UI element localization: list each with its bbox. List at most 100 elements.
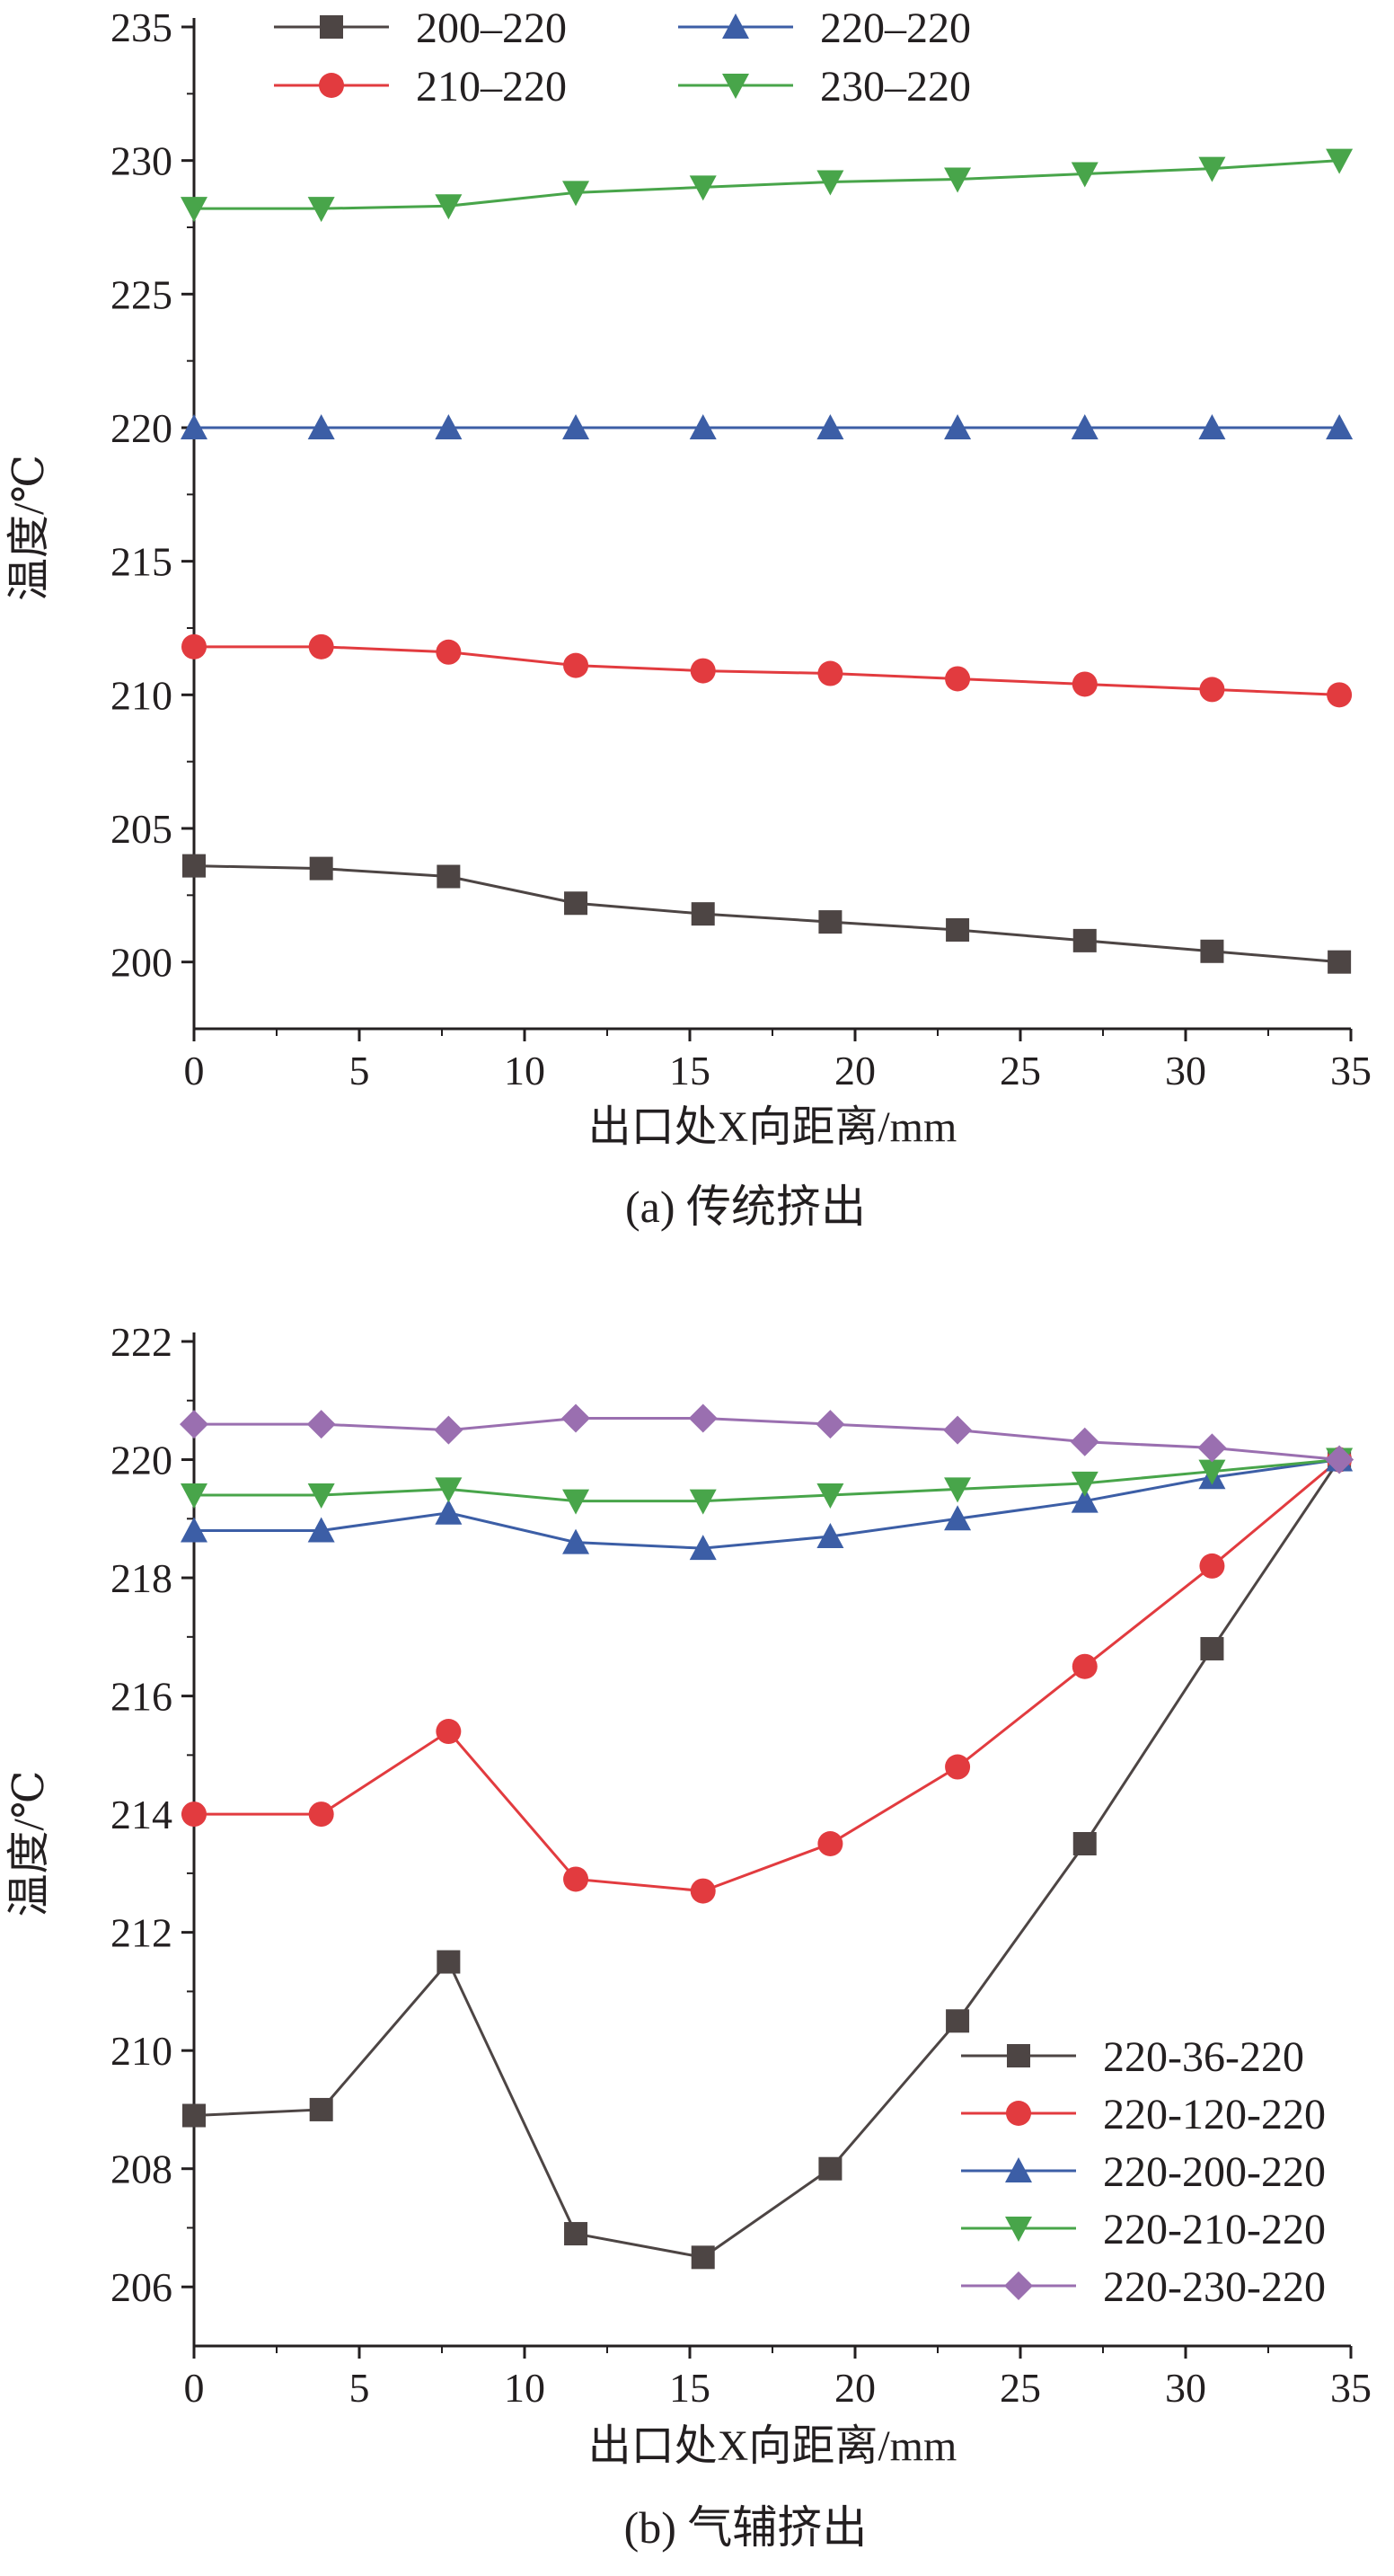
- data-point: [435, 1499, 463, 1525]
- legend-label: 220-120-220: [1103, 2091, 1326, 2138]
- data-point: [435, 414, 463, 439]
- legend-label: 220-200-220: [1103, 2148, 1326, 2196]
- data-point: [945, 666, 971, 692]
- legend-item: 220-210-220: [961, 2206, 1326, 2253]
- data-point: [689, 1489, 717, 1515]
- data-point: [307, 197, 335, 223]
- legend-item: 210–220: [274, 63, 567, 111]
- series-0: [182, 1447, 1352, 2270]
- series-line: [194, 1416, 1340, 1462]
- chart-1: 0 5 10 15 20 25 30 35 206 208 210 212 214 216 218 220 22…: [5, 1319, 1372, 2553]
- data-point: [181, 1801, 207, 1828]
- series-4: [180, 1403, 1354, 1474]
- data-point: [308, 633, 334, 659]
- data-point: [1072, 671, 1098, 697]
- data-point: [946, 917, 970, 942]
- legend-marker: [319, 73, 344, 98]
- x-tick-label: 0: [184, 2365, 205, 2411]
- x-tick-label: 5: [349, 1048, 370, 1093]
- legend-label: 220-230-220: [1103, 2263, 1326, 2311]
- series-line: [194, 1458, 1341, 1893]
- legend: 220-36-220 220-120-220 220-200-220 220-210-…: [961, 2033, 1326, 2311]
- y-tick-label: 220: [110, 1438, 172, 1483]
- data-point: [1325, 1445, 1354, 1474]
- data-point: [182, 854, 206, 878]
- data-point: [817, 1831, 843, 1856]
- legend-item: 200–220: [274, 4, 567, 52]
- legend-item: 220-200-220: [961, 2148, 1326, 2196]
- y-tick-label: 210: [110, 2028, 172, 2074]
- series-line: [194, 645, 1340, 696]
- data-point: [561, 1403, 591, 1433]
- y-tick-label: 200: [110, 940, 172, 986]
- data-point: [181, 197, 207, 223]
- y-tick-label: 206: [110, 2264, 172, 2310]
- data-point: [1071, 1487, 1098, 1513]
- y-tick-label: 230: [110, 138, 172, 184]
- data-point: [1200, 939, 1224, 963]
- data-point: [1326, 148, 1354, 174]
- data-point: [944, 414, 972, 439]
- x-tick-label: 20: [834, 2365, 876, 2411]
- data-point: [1198, 156, 1226, 182]
- data-point: [563, 1866, 589, 1892]
- x-tick-label: 35: [1330, 1048, 1372, 1093]
- y-tick-label: 215: [110, 539, 172, 585]
- x-tick-label: 5: [349, 2365, 370, 2411]
- data-point: [689, 414, 717, 439]
- legend-marker: [1004, 2271, 1033, 2300]
- data-point: [1071, 414, 1098, 439]
- series-2: [181, 414, 1354, 439]
- data-point: [1197, 1433, 1227, 1463]
- data-point: [435, 1477, 463, 1503]
- data-point: [182, 2103, 206, 2128]
- x-tick-label: 30: [1165, 1048, 1206, 1093]
- data-point: [688, 1403, 718, 1433]
- data-point: [816, 414, 844, 439]
- data-point: [944, 167, 972, 193]
- data-point: [564, 891, 588, 916]
- y-tick-label: 225: [110, 271, 172, 317]
- x-tick-label: 15: [669, 2365, 710, 2411]
- x-axis-title: 出口处X向距离/mm: [588, 2422, 957, 2470]
- data-point: [307, 1483, 335, 1509]
- data-point: [816, 170, 844, 196]
- subfigure-caption: (a) 传统挤出: [625, 1182, 866, 1232]
- data-point: [564, 2222, 588, 2246]
- data-point: [1072, 928, 1097, 952]
- legend-label: 230–220: [820, 63, 971, 111]
- y-tick-label: 214: [110, 1792, 172, 1837]
- data-point: [816, 1523, 844, 1549]
- data-point: [944, 1505, 972, 1531]
- legend-marker: [1007, 2044, 1030, 2067]
- y-tick-label: 210: [110, 672, 172, 718]
- y-tick-label: 208: [110, 2147, 172, 2192]
- series-line: [193, 1458, 1341, 2259]
- legend-marker: [722, 13, 749, 39]
- legend-marker: [1005, 2217, 1032, 2242]
- data-point: [434, 1415, 463, 1445]
- data-point: [181, 1517, 207, 1543]
- legend-item: 220-230-220: [961, 2263, 1326, 2311]
- data-point: [1328, 950, 1352, 974]
- legend-marker: [1006, 2101, 1031, 2126]
- series-line: [194, 159, 1340, 210]
- data-point: [690, 658, 716, 684]
- data-point: [436, 1719, 462, 1745]
- data-point: [307, 1517, 335, 1543]
- y-tick-label: 220: [110, 405, 172, 451]
- data-point: [818, 2156, 843, 2181]
- data-point: [1198, 1459, 1226, 1485]
- legend-marker: [320, 15, 343, 39]
- data-point: [562, 1489, 590, 1515]
- data-point: [816, 1483, 844, 1509]
- y-tick-label: 218: [110, 1555, 172, 1601]
- data-point: [1326, 414, 1354, 439]
- x-tick-label: 10: [504, 1048, 545, 1093]
- legend-item: 230–220: [678, 63, 971, 111]
- legend-marker: [722, 74, 749, 99]
- data-point: [690, 1878, 716, 1904]
- data-point: [1199, 1553, 1225, 1579]
- data-point: [308, 1801, 334, 1828]
